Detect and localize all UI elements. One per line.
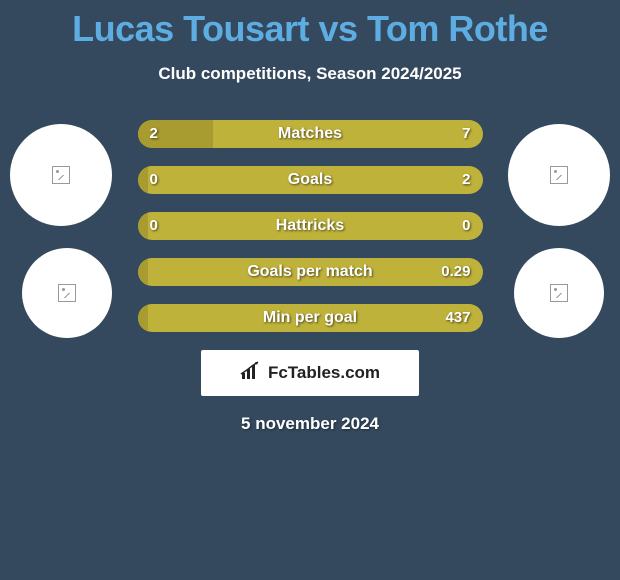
player1-photo [10, 124, 112, 226]
bar-right-value: 2 [462, 166, 470, 194]
comparison-title: Lucas Tousart vs Tom Rothe [0, 0, 620, 50]
stat-bar-row: 0Hattricks0 [138, 212, 483, 240]
bar-right-value: 0.29 [441, 258, 470, 286]
bar-label: Min per goal [138, 304, 483, 332]
stat-bar-row: Min per goal437 [138, 304, 483, 332]
bar-label: Hattricks [138, 212, 483, 240]
bar-right-value: 7 [462, 120, 470, 148]
footer-brand-text: FcTables.com [268, 363, 380, 383]
bar-right-value: 437 [445, 304, 470, 332]
footer-logo: FcTables.com [201, 350, 419, 396]
left-avatar-column [10, 124, 112, 360]
stat-bar-row: Goals per match0.29 [138, 258, 483, 286]
stat-bar-row: 2Matches7 [138, 120, 483, 148]
stat-bar-row: 0Goals2 [138, 166, 483, 194]
placeholder-icon [550, 166, 568, 184]
player1-club-logo [22, 248, 112, 338]
placeholder-icon [58, 284, 76, 302]
right-avatar-column [508, 124, 610, 360]
placeholder-icon [52, 166, 70, 184]
bar-label: Matches [138, 120, 483, 148]
player2-club-logo [514, 248, 604, 338]
chart-icon [240, 361, 262, 386]
comparison-subtitle: Club competitions, Season 2024/2025 [0, 64, 620, 84]
bar-right-value: 0 [462, 212, 470, 240]
placeholder-icon [550, 284, 568, 302]
bar-label: Goals per match [138, 258, 483, 286]
stat-bars: 2Matches70Goals20Hattricks0Goals per mat… [138, 120, 483, 332]
player2-photo [508, 124, 610, 226]
snapshot-date: 5 november 2024 [0, 414, 620, 434]
bar-label: Goals [138, 166, 483, 194]
